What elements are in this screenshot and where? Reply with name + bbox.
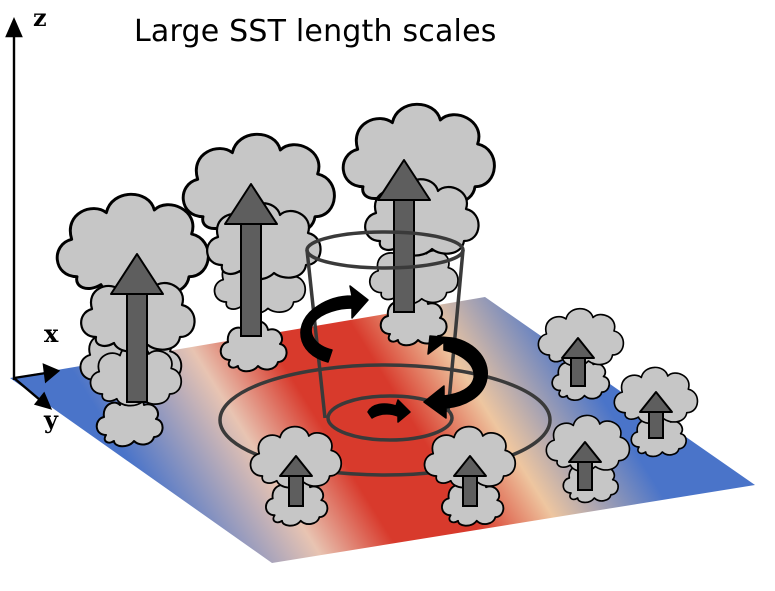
small-cloud-2 [423, 425, 517, 527]
small-updraft-arrow-5 [568, 441, 602, 491]
tall-cloud-tower-3 [341, 102, 496, 347]
y-axis-arrowhead [33, 391, 53, 410]
tall-cloud-tower-1 [55, 192, 210, 448]
cone-right-wall [446, 249, 465, 413]
diagram-title: Large SST length scales [134, 14, 497, 49]
updraft-arrow-2 [224, 183, 278, 337]
small-cloud-4 [613, 366, 699, 458]
updraft-arrow-3 [377, 159, 431, 313]
z-axis-arrowhead [5, 17, 23, 38]
small-updraft-arrow-1 [279, 455, 313, 507]
small-updraft-arrow-4 [639, 391, 673, 439]
updraft-arrow-1 [110, 253, 164, 403]
surface-circulation-rings [218, 363, 552, 477]
cone-left-wall [305, 249, 327, 419]
small-cloud-5 [545, 414, 631, 504]
y-axis-line [13, 377, 41, 401]
inner-ring [326, 394, 454, 442]
x-axis-arrowhead [42, 363, 61, 384]
x-axis-label: x [44, 319, 59, 348]
small-cloud-1 [249, 425, 343, 527]
small-updraft-arrow-2 [453, 455, 487, 507]
small-cloud-3 [537, 307, 625, 402]
axes [5, 17, 61, 410]
rotation-arrow-right [423, 335, 488, 419]
convergence-cone [305, 230, 465, 419]
x-axis-line [13, 371, 47, 380]
tall-cloud-tower-2 [181, 132, 336, 373]
outer-ring [218, 363, 552, 477]
rotation-arrow-center [367, 399, 411, 423]
small-updraft-arrow-3 [561, 337, 595, 387]
y-axis-label: y [44, 405, 58, 434]
z-axis-label: z [33, 3, 47, 32]
rotation-arrows [300, 285, 488, 423]
rotation-arrow-left [300, 285, 369, 363]
